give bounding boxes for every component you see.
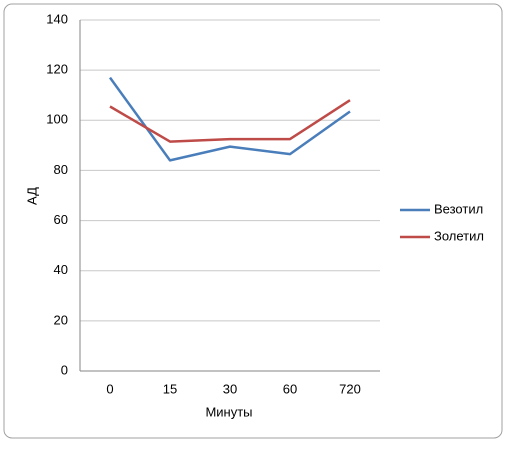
y-tick-label: 100 [46,112,68,127]
series-line [108,76,351,162]
legend-label: Золетил [434,228,484,243]
y-tick-label: 60 [54,212,68,227]
x-tick-label: 30 [223,381,237,396]
y-tick-label: 120 [46,62,68,77]
series-line [109,99,351,143]
y-tick-label: 80 [54,162,68,177]
x-tick-label: 15 [163,381,177,396]
y-tick-label: 40 [54,262,68,277]
x-tick-label: 60 [283,381,297,396]
y-tick-label: 140 [46,11,68,26]
x-axis-label: Минуты [205,404,252,419]
x-tick-label: 720 [339,381,361,396]
y-tick-label: 20 [54,312,68,327]
x-tick-label: 0 [106,381,113,396]
y-tick-label: 0 [61,362,68,377]
legend-label: Везотил [434,201,483,216]
y-axis-label: АД [24,187,39,205]
